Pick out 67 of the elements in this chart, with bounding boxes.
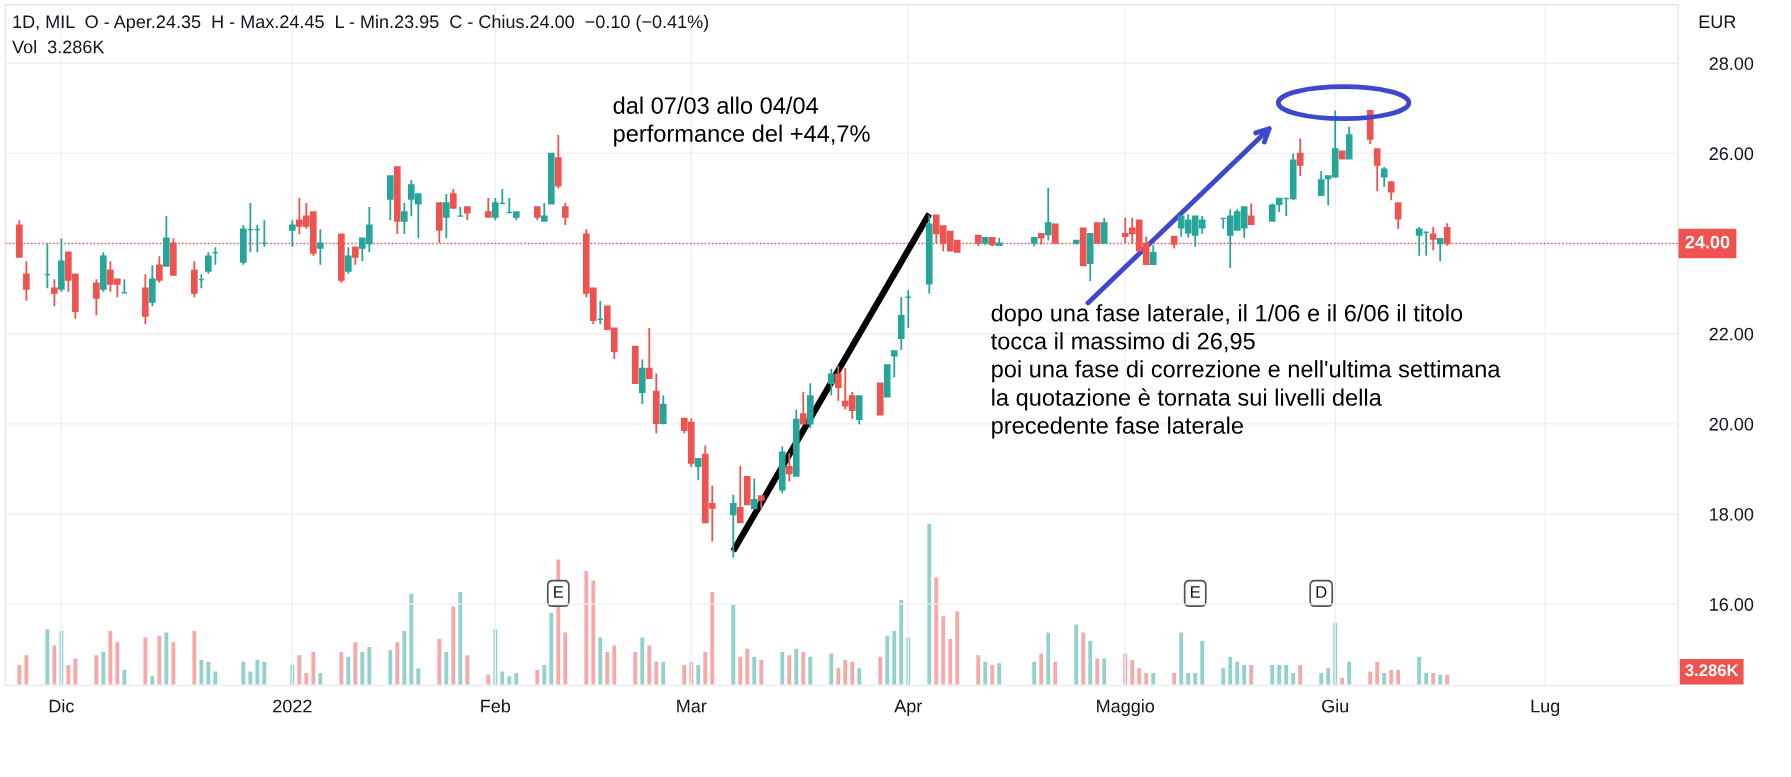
y-tick-label: 20.00 bbox=[1709, 417, 1754, 431]
annotation: E bbox=[1191, 586, 1201, 598]
y-tick-label: 16.00 bbox=[1710, 598, 1754, 611]
candlestick bbox=[484, 197, 492, 218]
y-tick-label: 18.00 bbox=[1710, 507, 1754, 521]
candlestick bbox=[149, 264, 156, 308]
y-tick-label: 26.00 bbox=[1709, 147, 1754, 161]
x-tick-label: Maggio bbox=[1097, 699, 1155, 717]
candlestick bbox=[449, 188, 457, 209]
candlestick bbox=[540, 202, 548, 222]
candlestick bbox=[659, 394, 667, 426]
y-axis-title: EUR bbox=[1699, 15, 1736, 29]
candlestick bbox=[1394, 202, 1402, 230]
annotation: dopo una fase laterale, il 1/06 e il 6/06 il titolo tocca il massimo di 26,95 poi una fase di correzione e nell'ultima settimana la quotazione è tornata sui livelli della precedente fase laterale bbox=[991, 304, 1501, 439]
candlestick bbox=[645, 326, 653, 380]
candlestick bbox=[694, 457, 702, 482]
candlestick bbox=[785, 452, 793, 483]
candlestick bbox=[205, 251, 212, 275]
candlestick bbox=[289, 219, 296, 248]
annotation: dal 07/03 allo 04/04 performance del +44,7% bbox=[613, 96, 870, 147]
candlestick bbox=[1100, 216, 1108, 245]
x-tick-label: Mar bbox=[677, 699, 707, 713]
candlestick bbox=[855, 395, 863, 426]
candlestick bbox=[387, 175, 394, 222]
annotation: E bbox=[554, 586, 564, 598]
candlestick bbox=[1317, 170, 1325, 197]
candlestick bbox=[834, 364, 842, 402]
candlestick bbox=[345, 246, 352, 275]
x-tick-label: Apr bbox=[894, 699, 923, 717]
candlestick bbox=[1436, 237, 1444, 263]
candlestick bbox=[191, 260, 198, 299]
candlestick bbox=[729, 493, 737, 559]
candlestick bbox=[750, 477, 758, 510]
candlestick bbox=[1149, 244, 1157, 266]
candlestick bbox=[401, 202, 408, 236]
candlestick bbox=[638, 358, 646, 405]
y-tick-label: 28.00 bbox=[1709, 57, 1754, 70]
text: 3.286K bbox=[1685, 664, 1739, 677]
candlestick bbox=[1044, 187, 1052, 242]
candlestick bbox=[23, 260, 30, 302]
annotation: D bbox=[1316, 586, 1327, 598]
candlestick bbox=[1093, 221, 1101, 245]
x-tick-label: Lug bbox=[1531, 699, 1560, 717]
candlestick bbox=[897, 296, 905, 351]
candlestick bbox=[317, 228, 324, 266]
text: 1D, MIL O - Aper.24.35 H - Max.24.45 L - Min.23.95 C - Chius.24.00 −0.10 (−0.41%) bbox=[13, 14, 709, 32]
candlestick bbox=[1373, 148, 1381, 193]
candlestick bbox=[1380, 166, 1388, 188]
candlestick bbox=[51, 278, 58, 308]
candlestick bbox=[890, 349, 898, 379]
candlestick bbox=[93, 278, 100, 317]
candlestick bbox=[1387, 180, 1395, 202]
candlestick bbox=[1345, 125, 1353, 160]
candlestick bbox=[561, 202, 569, 226]
y-tick-label: 22.00 bbox=[1709, 327, 1754, 341]
x-tick-label: Dic bbox=[49, 699, 74, 713]
x-tick-label: Feb bbox=[481, 699, 511, 713]
text: Vol 3.286K bbox=[12, 40, 105, 54]
x-tick-label: 2022 bbox=[273, 699, 312, 713]
candlestick bbox=[827, 367, 835, 397]
candlestick bbox=[799, 390, 807, 425]
candlestick bbox=[442, 193, 450, 240]
candlestick bbox=[156, 255, 163, 284]
candlestick bbox=[1296, 137, 1304, 177]
x-tick-label: Giu bbox=[1322, 699, 1349, 713]
ref-line-label: 24.00 bbox=[1685, 235, 1730, 249]
candlestick bbox=[736, 464, 744, 524]
